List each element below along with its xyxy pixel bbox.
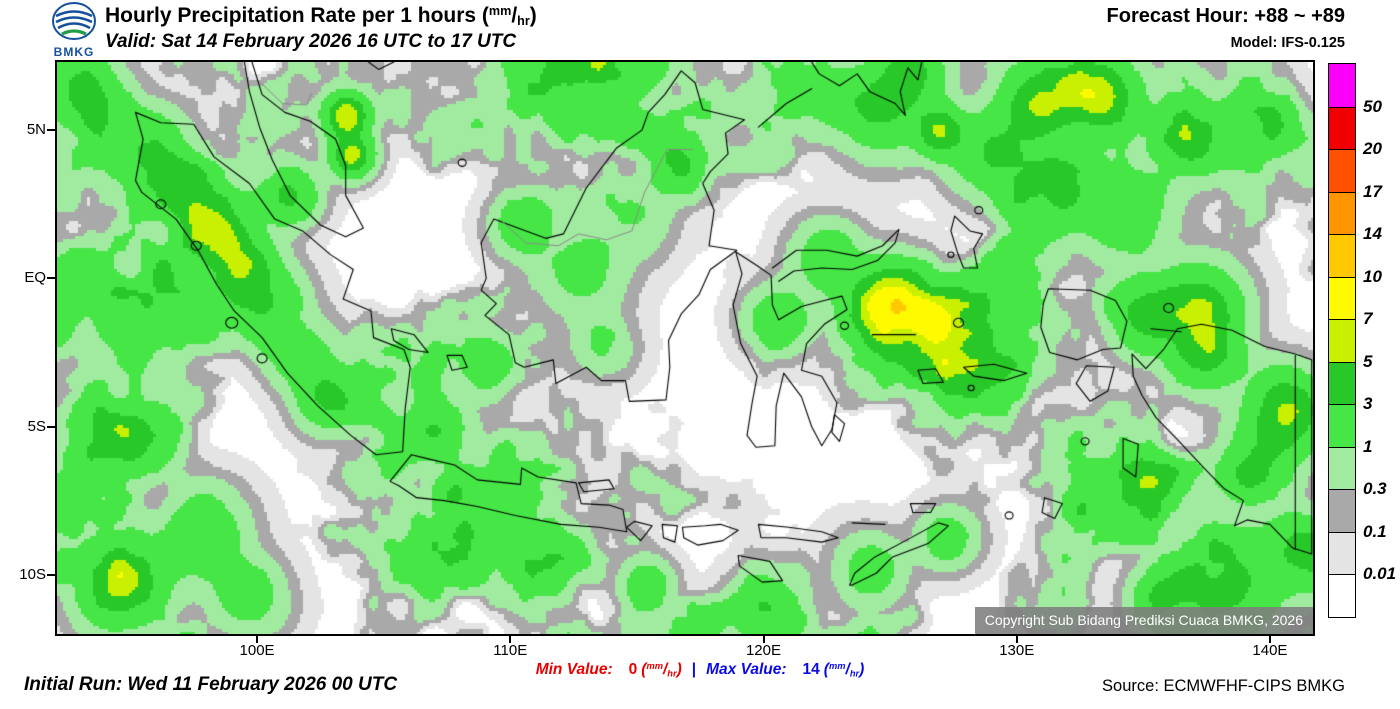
valid-time-label: Valid: Sat 14 February 2026 16 UTC to 17…	[105, 31, 517, 52]
unit-mm-per-hr: (mm/hr)	[481, 4, 537, 29]
bmkg-logo: BMKG	[46, 2, 102, 59]
legend-threshold-label: 0.3	[1363, 479, 1387, 498]
axis-tick	[1015, 636, 1018, 643]
min-value: Min Value: 0 (mm/hr)	[536, 661, 682, 678]
legend-threshold-label: 10	[1363, 266, 1382, 286]
legend-color-segment	[1329, 64, 1355, 107]
legend-color-segment	[1329, 574, 1355, 617]
latitude-tick-label: 10S	[19, 565, 46, 583]
legend-color-bar	[1328, 63, 1356, 618]
max-value-number: 14	[802, 661, 820, 679]
legend-threshold-label: 3	[1363, 394, 1373, 413]
min-value-label: Min Value:	[535, 661, 613, 679]
longitude-tick-label: 110E	[493, 642, 528, 659]
max-value: Max Value: 14 (mm/hr)	[706, 661, 864, 678]
legend-threshold-label: 1	[1363, 436, 1373, 456]
legend-threshold-label: 0.1	[1363, 521, 1387, 541]
unit-mm-per-hr: (mm/hr)	[823, 661, 865, 679]
legend-labels: 50 20 17 14 10 7 5 3 1 0.3 0.1 0.01	[1363, 63, 1400, 621]
longitude-tick-label: 140E	[1252, 642, 1288, 659]
legend-threshold-label: 5	[1363, 351, 1373, 371]
bmkg-logo-icon	[52, 2, 96, 40]
legend-color-segment	[1329, 361, 1355, 404]
latitude-tick-label: 5S	[27, 417, 46, 435]
legend-threshold-label: 20	[1363, 139, 1382, 158]
max-value-label: Max Value:	[706, 661, 787, 679]
axis-tick	[256, 636, 259, 643]
longitude-tick-label: 130E	[999, 642, 1035, 659]
legend-threshold-label: 7	[1363, 309, 1373, 328]
legend-color-segment	[1329, 319, 1355, 362]
legend-threshold-label: 17	[1363, 181, 1382, 201]
legend-color-segment	[1329, 531, 1355, 574]
unit-mm-per-hr: (mm/hr)	[641, 661, 682, 679]
model-label: Model: IFS-0.125	[1230, 35, 1345, 51]
legend-color-segment	[1329, 446, 1355, 489]
minmax-separator: |	[691, 661, 697, 679]
axis-tick	[47, 425, 56, 428]
copyright-watermark: Copyright Sub Bidang Prediksi Cuaca BMKG…	[974, 607, 1313, 634]
longitude-tick-label: 100E	[239, 642, 275, 659]
legend-threshold-label: 50	[1363, 96, 1382, 116]
legend-color-segment	[1329, 106, 1355, 149]
latitude-tick-label: EQ	[24, 269, 46, 287]
color-scale-legend: 50 20 17 14 10 7 5 3 1 0.3 0.1 0.01	[1328, 63, 1400, 621]
legend-color-segment	[1329, 234, 1355, 277]
source-label: Source: ECMWFHF-CIPS BMKG	[1102, 677, 1345, 695]
axis-tick	[47, 277, 56, 280]
legend-color-segment	[1329, 191, 1355, 234]
initial-run-label: Initial Run: Wed 11 February 2026 00 UTC	[24, 674, 398, 695]
legend-color-segment	[1329, 404, 1355, 447]
legend-threshold-label: 0.01	[1363, 564, 1397, 583]
precipitation-map-canvas	[57, 62, 1313, 634]
page-title-text: Hourly Precipitation Rate per 1 hours	[105, 4, 482, 27]
longitude-tick-label: 120E	[745, 642, 782, 659]
legend-color-segment	[1329, 149, 1355, 192]
axis-tick	[1268, 636, 1271, 643]
axis-tick	[762, 636, 765, 643]
page-title: Hourly Precipitation Rate per 1 hours (m…	[105, 4, 537, 28]
legend-threshold-label: 14	[1363, 224, 1382, 243]
minmax-values: Min Value: 0 (mm/hr) | Max Value: 14 (mm/hr)	[536, 661, 865, 679]
latitude-tick-label: 5N	[26, 121, 46, 139]
min-value-number: 0	[628, 661, 638, 679]
axis-tick	[47, 573, 56, 576]
map-frame: Copyright Sub Bidang Prediksi Cuaca BMKG…	[55, 60, 1315, 636]
bmkg-logo-text: BMKG	[53, 45, 95, 59]
legend-color-segment	[1329, 489, 1355, 532]
forecast-hour-label: Forecast Hour: +88 ~ +89	[1106, 5, 1345, 27]
axis-tick	[47, 129, 56, 132]
axis-tick	[509, 636, 512, 643]
legend-color-segment	[1329, 276, 1355, 319]
